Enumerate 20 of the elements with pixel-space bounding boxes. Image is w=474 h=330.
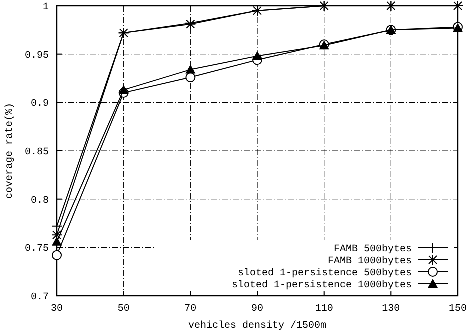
- y-tick-label: 0.95: [24, 50, 49, 62]
- x-tick-label: 150: [448, 304, 468, 315]
- y-tick-label: 0.9: [30, 99, 49, 110]
- y-tick-label: 0.85: [24, 148, 49, 158]
- x-tick-label: 130: [382, 304, 400, 315]
- x-tick-label: 90: [251, 304, 264, 315]
- x-tick-label: 110: [315, 304, 334, 315]
- y-tick-label: 0.7: [30, 292, 49, 304]
- legend-label: sloted 1-persistence 1000bytes: [232, 280, 412, 292]
- y-tick-label: 0.75: [24, 244, 49, 256]
- x-tick-label: 70: [184, 304, 197, 315]
- x-axis-title: vehicles density /1500m: [188, 320, 327, 330]
- x-tick-label: 50: [118, 304, 130, 315]
- legend-label: sloted 1-persistence 500bytes: [238, 268, 412, 280]
- y-axis-title: coverage rate(%): [4, 102, 16, 200]
- y-tick-label: 1: [42, 2, 49, 14]
- legend-label: FAMB 1000bytes: [328, 256, 412, 268]
- x-tick-label: 30: [50, 304, 64, 315]
- legend-label: FAMB 500bytes: [334, 244, 412, 256]
- y-tick-label: 0.8: [30, 196, 49, 207]
